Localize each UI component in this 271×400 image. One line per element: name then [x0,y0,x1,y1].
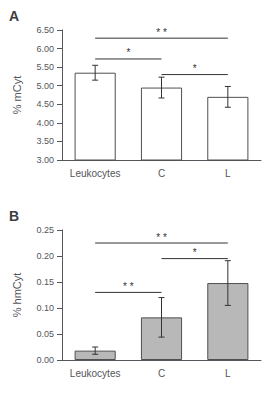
svg-text:* *: * * [156,232,167,243]
svg-text:0.15: 0.15 [36,277,54,287]
svg-text:*: * [193,247,197,258]
svg-text:L: L [225,368,231,379]
svg-text:Leukocytes: Leukocytes [70,168,121,179]
svg-text:6.50: 6.50 [36,25,54,35]
svg-text:0.25: 0.25 [36,225,54,235]
svg-text:L: L [225,168,231,179]
svg-text:B: B [9,208,19,224]
svg-text:*: * [126,47,130,58]
svg-text:* *: * * [123,281,134,292]
svg-text:Leukocytes: Leukocytes [70,368,121,379]
svg-text:3.00: 3.00 [36,155,54,165]
svg-text:C: C [158,168,165,179]
svg-text:*: * [193,63,197,74]
svg-text:4.00: 4.00 [36,118,54,128]
svg-text:A: A [9,8,19,24]
svg-text:% hmCyt: % hmCyt [11,273,23,318]
svg-text:3.50: 3.50 [36,136,54,146]
svg-text:* *: * * [156,27,167,38]
svg-text:% mCyt: % mCyt [11,76,23,115]
svg-text:5.00: 5.00 [36,81,54,91]
svg-text:5.50: 5.50 [36,62,54,72]
svg-text:0.20: 0.20 [36,251,54,261]
svg-text:6.00: 6.00 [36,44,54,54]
svg-text:0.05: 0.05 [36,329,54,339]
svg-text:C: C [158,368,165,379]
svg-text:0.00: 0.00 [36,355,54,365]
svg-text:4.50: 4.50 [36,99,54,109]
svg-text:0.10: 0.10 [36,303,54,313]
